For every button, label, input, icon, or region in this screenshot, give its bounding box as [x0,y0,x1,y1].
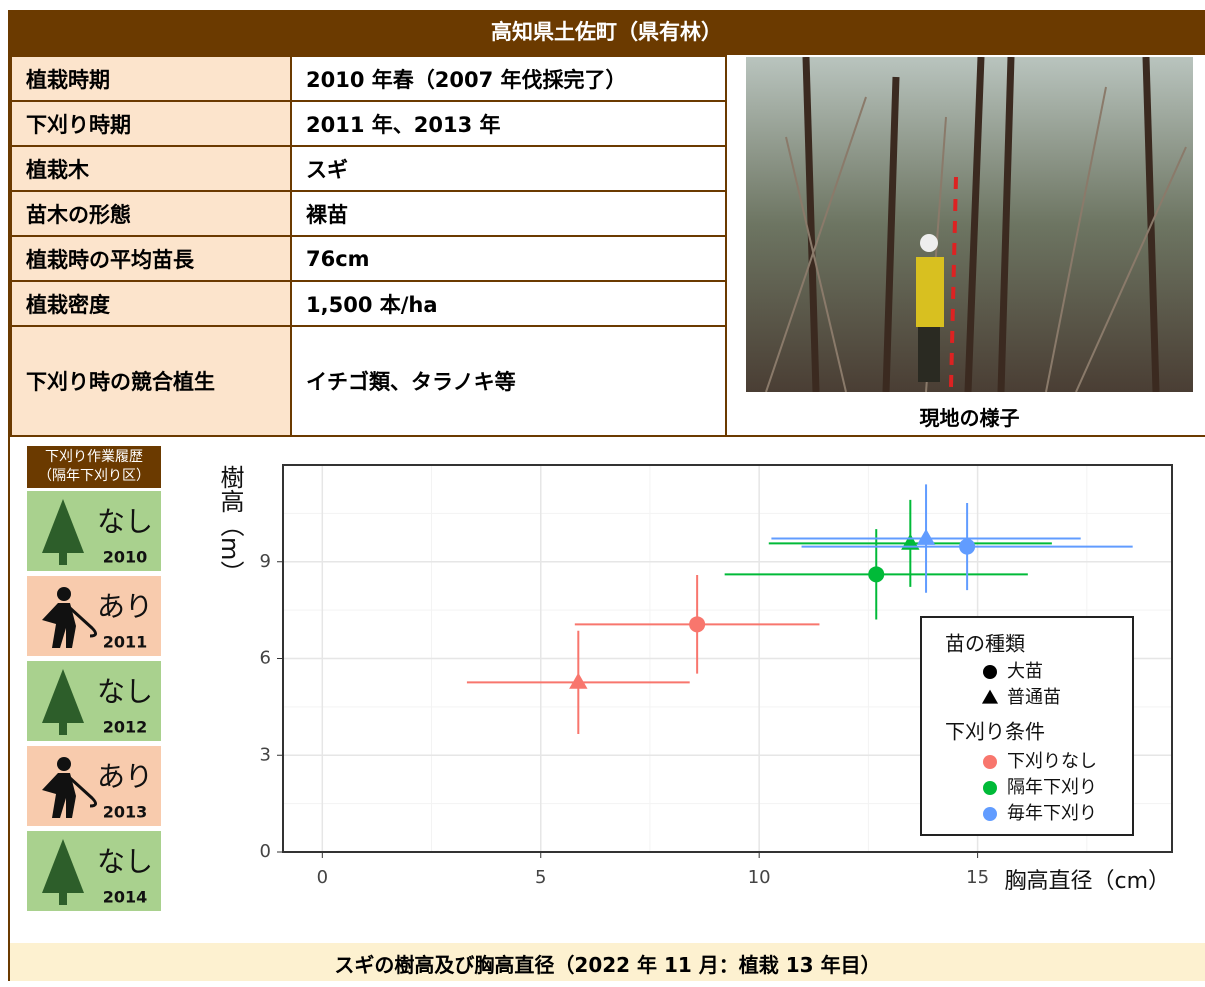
history-item: あり 2011 [27,576,161,656]
legend-marker [983,755,997,769]
legend-marker [983,807,997,821]
row-label: 植栽木 [10,145,292,192]
history-box [27,831,161,911]
history-title-box [27,446,161,488]
legend-marker [983,665,997,679]
history-year: 2013 [103,803,148,822]
legend-label: 毎年下刈り [1007,803,1097,824]
tree-icon [42,499,84,553]
history-label: なし [97,845,153,878]
history-title: （隔年下刈り区） [38,468,150,484]
history-title: 下刈り作業履歴 [45,449,143,465]
y-tick-label: 6 [260,648,271,669]
row-value: 2011 年、2013 年 [290,100,727,147]
history-label: あり [97,760,153,793]
header-title: 高知県土佐町（県有林） [8,10,1205,55]
history-year: 2012 [103,718,148,737]
plot-border [282,464,1173,853]
row-value: 裸苗 [290,190,727,237]
history-label: あり [97,590,153,623]
tree-trunk [59,721,67,735]
legend-marker [981,689,999,704]
frame-left [8,55,10,981]
x-axis-label: 胸高直径（cm） [1004,869,1170,894]
worker-tool [68,606,97,638]
tree-trunk [59,551,67,565]
row-label: 下刈り時の競合植生 [10,325,292,437]
history-item: なし 2014 [27,831,161,911]
history-label: なし [97,675,153,708]
y-tick-label: 9 [260,551,271,572]
worker-body [42,603,76,648]
point [868,566,885,583]
history-item: なし 2010 [27,491,161,571]
tree-trunk [59,891,67,905]
y-tick-label: 0 [260,841,271,862]
row-value: イチゴ類、タラノキ等 [290,325,727,437]
chart: 下刈り作業履歴 （隔年下刈り区） なし 2010 あり 2011 なし 2012 あり 2013 な… [27,446,1173,911]
x-tick-label: 5 [535,867,546,888]
row-value: 1,500 本/ha [290,280,727,327]
legend-label: 普通苗 [1007,687,1061,708]
tree-icon [42,669,84,723]
legend-label: 隔年下刈り [1007,777,1097,798]
worker-body [42,773,76,818]
point [689,616,706,633]
y-axis-label: 樹高（m） [216,465,244,584]
y-tick-label: 3 [260,744,271,765]
row-label: 苗木の形態 [10,190,292,237]
row-value: スギ [290,145,727,192]
row-value: 76cm [290,235,727,282]
site-photo [746,57,1193,392]
worker-tool [68,776,97,808]
legend-label: 下刈りなし [1007,751,1097,772]
photo-caption: 現地の様子 [919,406,1020,430]
point [916,528,936,545]
history-year: 2010 [103,548,148,567]
row-label: 下刈り時期 [10,100,292,147]
point [959,538,976,555]
tree-icon [42,839,84,893]
legend-marker [983,781,997,795]
x-tick-label: 15 [966,867,989,888]
legend-title: 苗の種類 [945,632,1025,656]
worker-head [57,757,71,771]
row-label: 植栽時期 [10,55,292,102]
row-label: 植栽時の平均苗長 [10,235,292,282]
history-year: 2014 [103,888,148,907]
history-box [27,661,161,741]
legend-title: 下刈り条件 [945,720,1045,744]
x-tick-label: 10 [748,867,771,888]
legend-label: 大苗 [1007,661,1043,682]
legend-box [920,616,1134,836]
history-label: なし [97,505,153,538]
x-tick-label: 0 [317,867,328,888]
history-item: あり 2013 [27,746,161,826]
chart-caption: スギの樹高及び胸高直径（2022 年 11 月：植栽 13 年目） [10,943,1205,981]
history-year: 2011 [103,633,148,652]
worker-head [57,587,71,601]
history-item: なし 2012 [27,661,161,741]
point [569,672,588,689]
row-label: 植栽密度 [10,280,292,327]
row-value: 2010 年春（2007 年伐採完了） [290,55,727,102]
history-box [27,491,161,571]
